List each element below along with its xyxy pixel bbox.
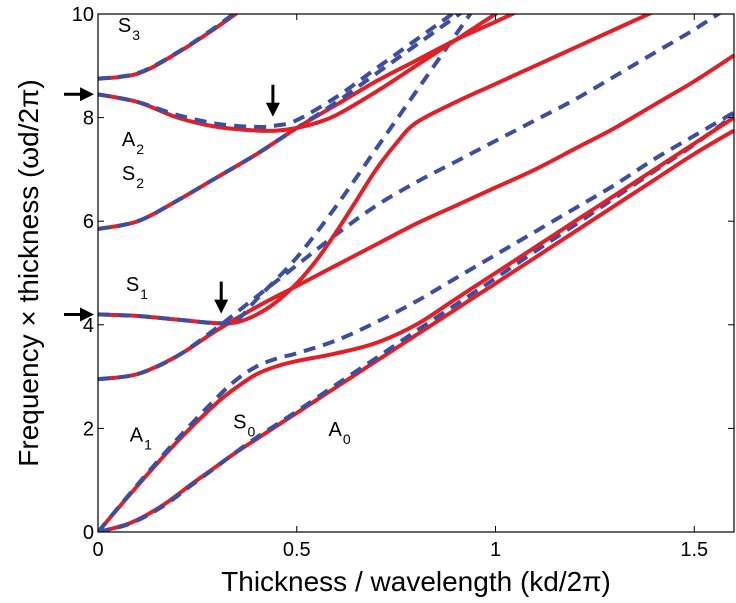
x-axis-label: Thickness / wavelength (kd/2π) [221, 566, 611, 597]
x-tick-label-1: 0.5 [283, 539, 311, 561]
plot-frame [97, 13, 735, 533]
dashed-curve-3 [98, 110, 734, 532]
y-tick-label-3: 6 [83, 211, 94, 233]
mode-label-s1: S1 [126, 274, 148, 302]
y-tick-label-4: 8 [83, 108, 94, 130]
arrows-layer [64, 84, 280, 322]
arrow-down-3 [214, 281, 229, 314]
y-tick-label-2: 4 [83, 315, 94, 337]
dashed-curve-13 [98, 14, 237, 81]
solid-curve-4 [98, 53, 734, 382]
solid-curve-6 [98, 14, 654, 326]
mode-label-a2: A2 [122, 129, 144, 157]
annotations-layer: S3 A2 S2 S1 A1 S0 A0 [118, 15, 351, 452]
dashed-curve-7 [98, 14, 473, 326]
y-axis-label: Frequency × thickness (ωd/2π) [13, 79, 44, 466]
mode-label-a1: A1 [130, 424, 152, 452]
dashed-curve-1 [98, 113, 734, 532]
arrow-down-1 [265, 84, 280, 117]
x-tick-label-2: 1 [490, 539, 501, 561]
x-tick-label-3: 1.5 [680, 539, 708, 561]
mode-label-s0: S0 [233, 411, 255, 439]
y-tick-label-1: 2 [83, 418, 94, 440]
arrow-right-0 [64, 87, 94, 102]
solid-curve-12 [98, 14, 240, 81]
dashed-curve-9 [98, 14, 463, 231]
y-tick-label-5: 10 [72, 4, 94, 26]
solid-curve-2 [98, 115, 734, 532]
dashed-curve-11 [98, 14, 456, 129]
mode-label-s3: S3 [118, 15, 140, 43]
ticks-layer: 0 0.5 1 1.5 0 2 4 6 8 10 [72, 4, 734, 561]
x-tick-label-0: 0 [92, 539, 103, 561]
arrow-right-2 [64, 307, 94, 322]
y-tick-label-0: 0 [83, 522, 94, 544]
curves-layer [98, 14, 734, 532]
mode-label-a0: A0 [329, 419, 351, 447]
solid-curve-10 [98, 14, 500, 133]
mode-label-s2: S2 [122, 163, 144, 191]
